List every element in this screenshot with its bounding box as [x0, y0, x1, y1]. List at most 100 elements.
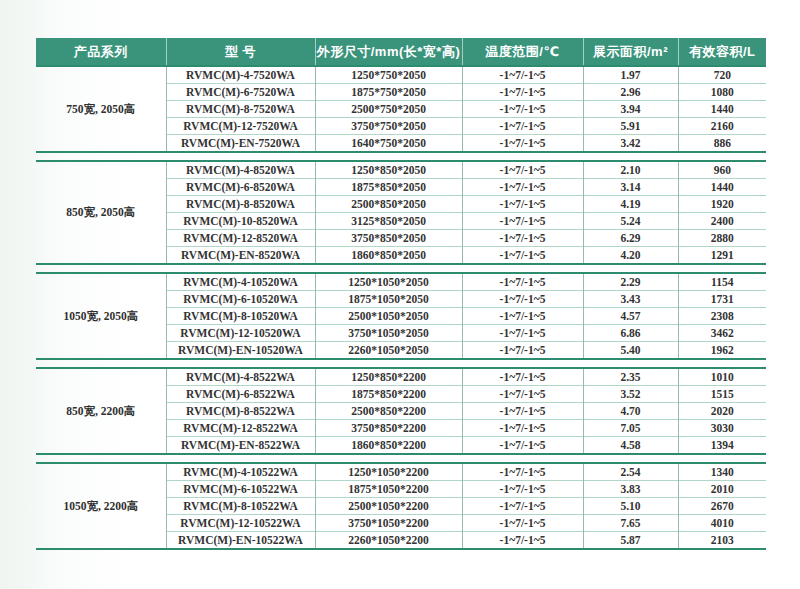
display-area-cell: 3.94 — [583, 101, 678, 118]
dimensions-cell: 3125*850*2050 — [315, 213, 462, 230]
model-cell: RVMC(M)-8-7520WA — [166, 101, 315, 118]
model-cell: RVMC(M)-8-10520WA — [166, 308, 315, 325]
model-cell: RVMC(M)-8-10522WA — [166, 498, 315, 515]
model-cell: RVMC(M)-EN-10520WA — [166, 342, 315, 360]
dimensions-cell: 1860*850*2200 — [315, 437, 462, 455]
display-area-cell: 2.96 — [583, 84, 678, 101]
series-group-2: 1050宽, 2050高RVMC(M)-4-10520WA1250*1050*2… — [36, 272, 766, 360]
model-cell: RVMC(M)-12-8520WA — [166, 230, 315, 247]
dimensions-cell: 1875*1050*2050 — [315, 291, 462, 308]
temp-range-cell: -1~7/-1~5 — [462, 66, 583, 84]
display-area-cell: 5.40 — [583, 342, 678, 360]
display-area-cell: 2.54 — [583, 463, 678, 481]
dimensions-cell: 1875*750*2050 — [315, 84, 462, 101]
display-area-cell: 7.05 — [583, 420, 678, 437]
volume-cell: 1291 — [678, 247, 766, 265]
table-row: 850宽, 2050高RVMC(M)-4-8520WA1250*850*2050… — [36, 161, 766, 179]
temp-range-cell: -1~7/-1~5 — [462, 135, 583, 153]
volume-cell: 2010 — [678, 481, 766, 498]
product-spec-table: 产品系列 型 号 外形尺寸/mm(长*宽*高) 温度范围/℃ 展示面积/m² 有… — [36, 38, 766, 550]
table-header-row: 产品系列 型 号 外形尺寸/mm(长*宽*高) 温度范围/℃ 展示面积/m² 有… — [36, 38, 766, 65]
model-cell: RVMC(M)-4-10522WA — [166, 463, 315, 481]
volume-cell: 1154 — [678, 273, 766, 291]
header-model: 型 号 — [166, 38, 315, 65]
volume-cell: 886 — [678, 135, 766, 153]
temp-range-cell: -1~7/-1~5 — [462, 403, 583, 420]
volume-cell: 1962 — [678, 342, 766, 360]
model-cell: RVMC(M)-6-8522WA — [166, 386, 315, 403]
volume-cell: 2880 — [678, 230, 766, 247]
table-groups: 750宽, 2050高RVMC(M)-4-7520WA1250*750*2050… — [36, 65, 766, 550]
dimensions-cell: 1860*850*2050 — [315, 247, 462, 265]
temp-range-cell: -1~7/-1~5 — [462, 481, 583, 498]
model-cell: RVMC(M)-EN-10522WA — [166, 532, 315, 550]
series-label: 1050宽, 2050高 — [36, 273, 166, 359]
volume-cell: 720 — [678, 66, 766, 84]
dimensions-cell: 1250*850*2200 — [315, 368, 462, 386]
dimensions-cell: 1875*1050*2200 — [315, 481, 462, 498]
temp-range-cell: -1~7/-1~5 — [462, 291, 583, 308]
series-label: 1050宽, 2200高 — [36, 463, 166, 549]
model-cell: RVMC(M)-4-10520WA — [166, 273, 315, 291]
volume-cell: 1080 — [678, 84, 766, 101]
header-temp-range: 温度范围/℃ — [462, 38, 583, 65]
dimensions-cell: 1640*750*2050 — [315, 135, 462, 153]
display-area-cell: 4.70 — [583, 403, 678, 420]
dimensions-cell: 3750*1050*2200 — [315, 515, 462, 532]
series-group-1: 850宽, 2050高RVMC(M)-4-8520WA1250*850*2050… — [36, 160, 766, 265]
volume-cell: 3030 — [678, 420, 766, 437]
model-cell: RVMC(M)-4-7520WA — [166, 66, 315, 84]
dimensions-cell: 2500*1050*2050 — [315, 308, 462, 325]
display-area-cell: 2.10 — [583, 161, 678, 179]
volume-cell: 1440 — [678, 179, 766, 196]
temp-range-cell: -1~7/-1~5 — [462, 515, 583, 532]
display-area-cell: 7.65 — [583, 515, 678, 532]
model-cell: RVMC(M)-4-8520WA — [166, 161, 315, 179]
dimensions-cell: 3750*1050*2050 — [315, 325, 462, 342]
series-group-0: 750宽, 2050高RVMC(M)-4-7520WA1250*750*2050… — [36, 65, 766, 153]
temp-range-cell: -1~7/-1~5 — [462, 196, 583, 213]
volume-cell: 2400 — [678, 213, 766, 230]
dimensions-cell: 1250*1050*2050 — [315, 273, 462, 291]
model-cell: RVMC(M)-6-7520WA — [166, 84, 315, 101]
temp-range-cell: -1~7/-1~5 — [462, 179, 583, 196]
model-cell: RVMC(M)-6-10520WA — [166, 291, 315, 308]
series-label: 850宽, 2200高 — [36, 368, 166, 454]
display-area-cell: 2.29 — [583, 273, 678, 291]
temp-range-cell: -1~7/-1~5 — [462, 498, 583, 515]
table-row: 850宽, 2200高RVMC(M)-4-8522WA1250*850*2200… — [36, 368, 766, 386]
model-cell: RVMC(M)-12-8522WA — [166, 420, 315, 437]
temp-range-cell: -1~7/-1~5 — [462, 308, 583, 325]
dimensions-cell: 2260*1050*2200 — [315, 532, 462, 550]
display-area-cell: 6.86 — [583, 325, 678, 342]
catalog-page: 产品系列 型 号 外形尺寸/mm(长*宽*高) 温度范围/℃ 展示面积/m² 有… — [0, 0, 800, 589]
temp-range-cell: -1~7/-1~5 — [462, 273, 583, 291]
model-cell: RVMC(M)-8-8520WA — [166, 196, 315, 213]
model-cell: RVMC(M)-6-8520WA — [166, 179, 315, 196]
model-cell: RVMC(M)-6-10522WA — [166, 481, 315, 498]
dimensions-cell: 2500*850*2200 — [315, 403, 462, 420]
display-area-cell: 3.14 — [583, 179, 678, 196]
dimensions-cell: 3750*850*2200 — [315, 420, 462, 437]
model-cell: RVMC(M)-8-8522WA — [166, 403, 315, 420]
volume-cell: 1731 — [678, 291, 766, 308]
model-cell: RVMC(M)-4-8522WA — [166, 368, 315, 386]
display-area-cell: 3.42 — [583, 135, 678, 153]
volume-cell: 1440 — [678, 101, 766, 118]
dimensions-cell: 2500*850*2050 — [315, 196, 462, 213]
display-area-cell: 6.29 — [583, 230, 678, 247]
volume-cell: 4010 — [678, 515, 766, 532]
temp-range-cell: -1~7/-1~5 — [462, 368, 583, 386]
volume-cell: 1010 — [678, 368, 766, 386]
dimensions-cell: 1875*850*2050 — [315, 179, 462, 196]
temp-range-cell: -1~7/-1~5 — [462, 342, 583, 360]
temp-range-cell: -1~7/-1~5 — [462, 463, 583, 481]
volume-cell: 2020 — [678, 403, 766, 420]
volume-cell: 3462 — [678, 325, 766, 342]
series-group-4: 1050宽, 2200高RVMC(M)-4-10522WA1250*1050*2… — [36, 462, 766, 550]
display-area-cell: 4.20 — [583, 247, 678, 265]
dimensions-cell: 2500*750*2050 — [315, 101, 462, 118]
dimensions-cell: 1250*1050*2200 — [315, 463, 462, 481]
display-area-cell: 5.87 — [583, 532, 678, 550]
display-area-cell: 4.58 — [583, 437, 678, 455]
